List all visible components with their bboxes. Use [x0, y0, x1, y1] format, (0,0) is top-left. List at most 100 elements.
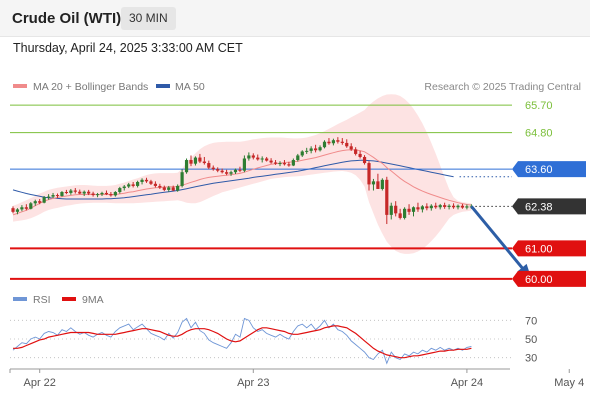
candle	[233, 168, 238, 175]
candle-body	[229, 172, 233, 174]
candle-body	[113, 192, 117, 196]
candle-body	[314, 148, 318, 151]
candle	[242, 155, 246, 173]
price-tag-box	[512, 161, 586, 178]
candle-body	[376, 181, 380, 189]
candle-body	[362, 156, 367, 164]
time-axis-label: Apr 23	[237, 377, 269, 389]
ma20-line	[12, 149, 472, 216]
ma20-legend-label: MA 20 + Bollinger Bands	[33, 81, 148, 93]
candle-body	[322, 141, 327, 148]
candle-body	[216, 169, 220, 171]
candle-body	[327, 141, 331, 144]
candle-body	[420, 206, 424, 210]
candle	[411, 206, 416, 217]
legend-rsi: RSI 9MA	[13, 294, 104, 306]
candle-body	[354, 149, 358, 154]
candle-body	[407, 208, 411, 212]
candle	[443, 202, 447, 209]
candle	[434, 202, 438, 209]
price-tag-text: 60.00	[525, 274, 553, 286]
timeframe-button[interactable]: 30 MIN	[121, 7, 176, 30]
candle-body	[144, 179, 149, 182]
candle-body	[425, 206, 429, 209]
credit-label: Research © 2025 Trading Central	[424, 81, 581, 93]
candle-body	[184, 160, 189, 173]
candle-body	[443, 205, 447, 207]
candle-body	[158, 185, 162, 188]
rsi-ma-legend-swatch	[62, 297, 76, 301]
candle	[394, 201, 398, 217]
candle	[465, 204, 469, 210]
price-tag-text: 65.70	[525, 100, 553, 112]
candle-body	[451, 205, 456, 208]
rsi-line	[12, 317, 472, 365]
candle	[380, 178, 384, 191]
candle-body	[198, 157, 202, 162]
bollinger-band	[13, 94, 472, 254]
candle-body	[403, 208, 407, 218]
candle	[318, 145, 322, 152]
candle	[229, 170, 233, 176]
candle	[104, 190, 109, 196]
candle-body	[296, 155, 300, 161]
candle-body	[55, 195, 60, 197]
price-tag-text: 63.60	[525, 164, 553, 176]
candle	[91, 191, 95, 197]
candle-body	[95, 194, 100, 196]
candle-body	[238, 169, 242, 171]
candle	[416, 202, 420, 212]
candle-body	[460, 205, 465, 208]
candle-body	[251, 155, 255, 158]
instrument-title: Crude Oil (WTI)	[12, 10, 122, 27]
candle	[122, 185, 126, 191]
candle	[24, 204, 28, 211]
candle-body	[233, 169, 238, 173]
header-bar: Crude Oil (WTI) 30 MIN	[0, 0, 590, 37]
candle-body	[300, 151, 304, 156]
candle-body	[104, 192, 109, 195]
rsi-panel: 30 50 70	[10, 315, 537, 365]
candle	[273, 160, 278, 165]
candle	[64, 189, 68, 195]
candle	[309, 146, 313, 154]
candle-body	[447, 205, 451, 207]
candle-body	[331, 140, 335, 144]
candle-body	[131, 184, 135, 186]
candle	[287, 161, 291, 167]
candle-body	[153, 183, 157, 186]
candle	[184, 158, 189, 174]
candle	[144, 177, 149, 183]
candle-body	[24, 207, 28, 209]
candle-body	[438, 205, 442, 208]
candle-body	[291, 160, 295, 166]
candle-body	[273, 162, 278, 164]
candle-body	[33, 201, 37, 204]
candle-body	[220, 170, 224, 173]
candle	[451, 203, 456, 209]
candle-body	[82, 191, 86, 194]
candle	[349, 143, 353, 151]
candle-body	[176, 185, 180, 191]
rsi-legend-swatch	[13, 297, 27, 301]
candle-body	[87, 191, 91, 194]
candle	[87, 189, 91, 196]
candle-body	[109, 194, 113, 196]
candle	[113, 191, 117, 197]
candle-body	[371, 181, 376, 185]
candle	[305, 147, 309, 154]
candle-body	[20, 207, 24, 210]
candle	[176, 184, 180, 192]
candle-body	[162, 187, 166, 190]
candle-body	[225, 172, 229, 174]
candle	[260, 156, 264, 163]
candle-body	[69, 190, 73, 193]
candle	[51, 192, 55, 199]
price-tag-box	[512, 198, 586, 215]
candle	[447, 204, 451, 210]
candle-body	[202, 161, 206, 164]
candle	[278, 161, 282, 167]
candle	[60, 191, 64, 197]
candle-body	[193, 157, 198, 164]
candle-body	[394, 205, 398, 214]
